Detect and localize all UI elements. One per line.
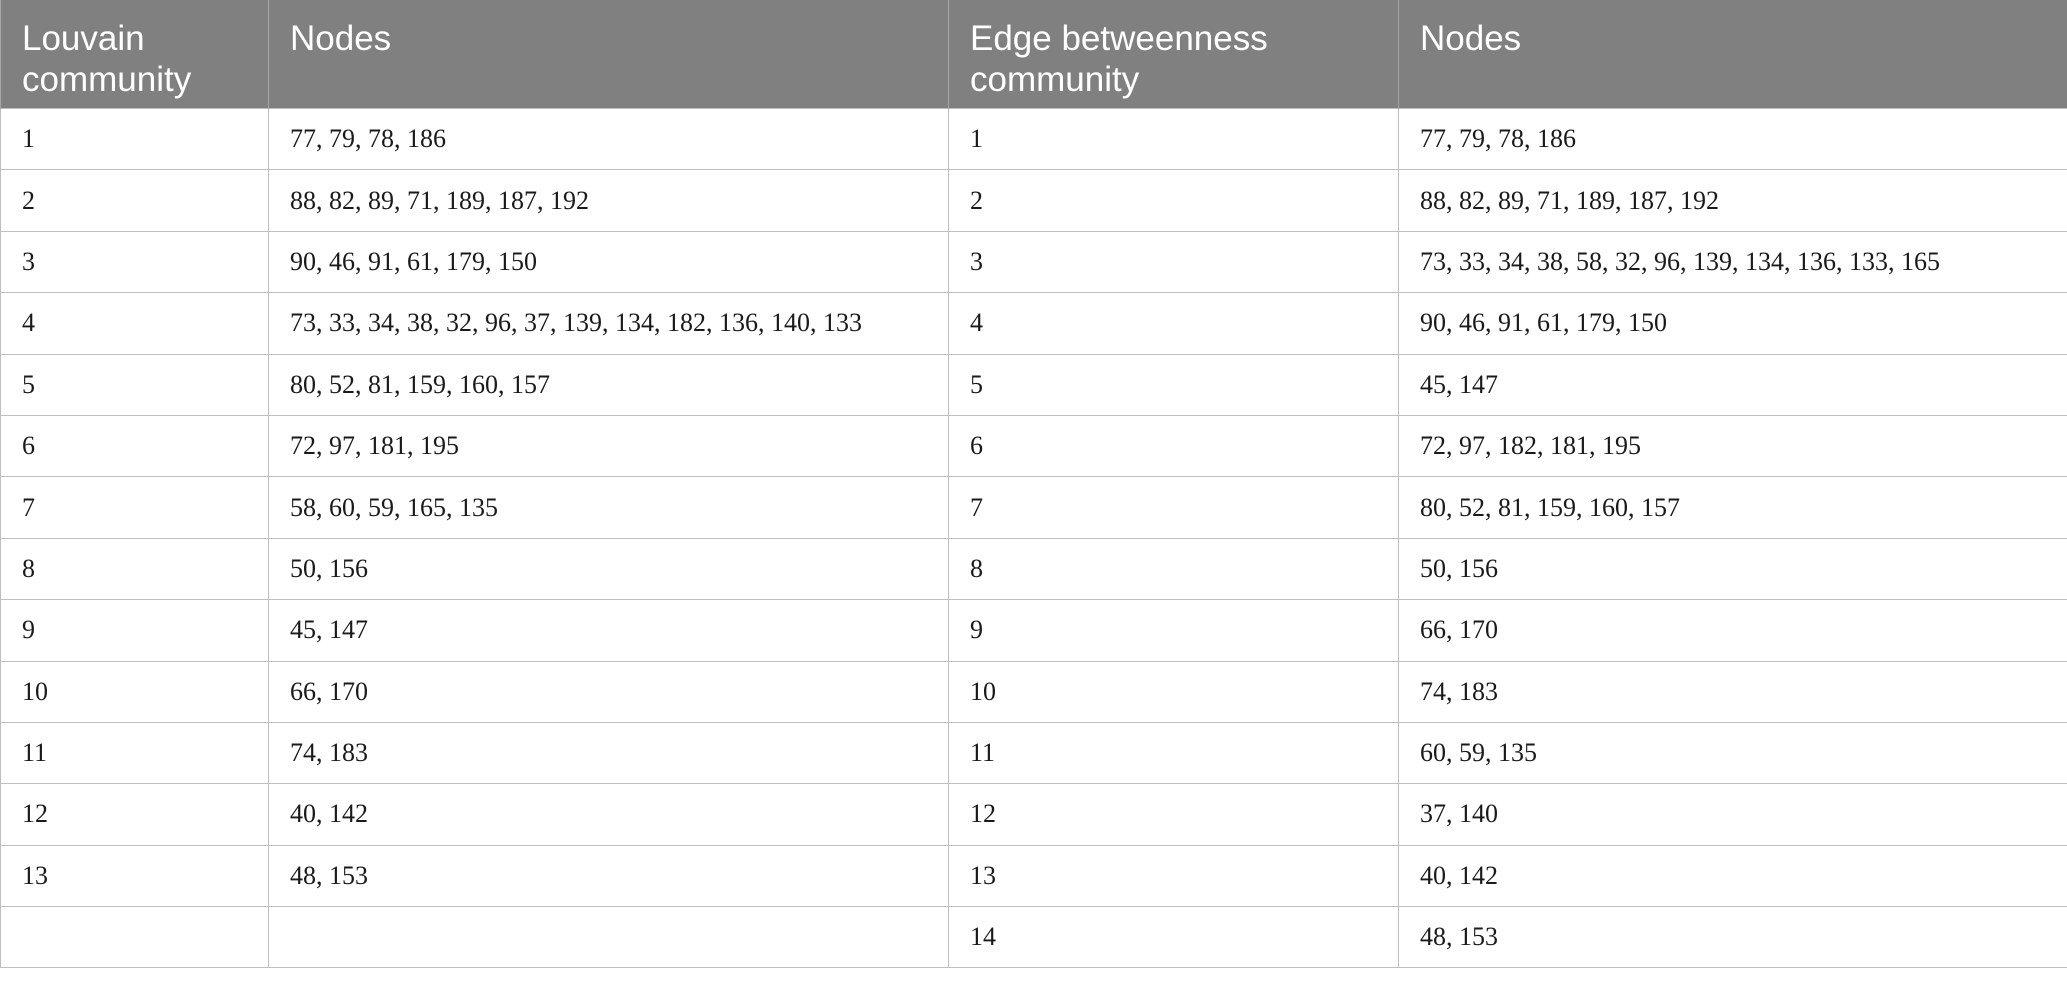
table-row: 8 50, 156 8 50, 156 <box>0 537 2067 601</box>
edge-betweenness-community-cell: 3 <box>948 230 1399 294</box>
louvain-nodes-cell: 88, 82, 89, 71, 189, 187, 192 <box>268 169 949 232</box>
louvain-community-cell: 4 <box>0 292 269 355</box>
louvain-community-cell: 5 <box>0 353 269 416</box>
louvain-community-cell: 8 <box>0 537 269 601</box>
louvain-nodes-cell <box>268 906 949 969</box>
louvain-nodes-cell: 45, 147 <box>268 599 949 662</box>
edge-betweenness-community-cell: 2 <box>948 169 1399 232</box>
edge-betweenness-nodes-cell: 37, 140 <box>1398 783 2067 846</box>
louvain-community-cell: 11 <box>0 721 269 785</box>
louvain-community-cell: 10 <box>0 660 269 723</box>
louvain-nodes-cell: 90, 46, 91, 61, 179, 150 <box>268 230 949 294</box>
table-row: 11 74, 183 11 60, 59, 135 <box>0 721 2067 785</box>
louvain-nodes-cell: 50, 156 <box>268 537 949 601</box>
header-edge-betweenness-nodes: Nodes <box>1398 0 2067 109</box>
louvain-community-cell: 1 <box>0 107 269 171</box>
louvain-community-cell: 6 <box>0 414 269 478</box>
louvain-nodes-cell: 48, 153 <box>268 844 949 908</box>
edge-betweenness-community-cell: 4 <box>948 292 1399 355</box>
table-row: 5 80, 52, 81, 159, 160, 157 5 45, 147 <box>0 353 2067 416</box>
edge-betweenness-community-cell: 9 <box>948 599 1399 662</box>
louvain-nodes-cell: 74, 183 <box>268 721 949 785</box>
louvain-community-cell: 12 <box>0 783 269 846</box>
louvain-nodes-cell: 73, 33, 34, 38, 32, 96, 37, 139, 134, 18… <box>268 292 949 355</box>
header-edge-betweenness-community: Edge betweenness community <box>948 0 1399 109</box>
edge-betweenness-community-cell: 12 <box>948 783 1399 846</box>
header-louvain-community: Louvain community <box>0 0 269 109</box>
louvain-community-cell: 13 <box>0 844 269 908</box>
edge-betweenness-nodes-cell: 77, 79, 78, 186 <box>1398 107 2067 171</box>
edge-betweenness-nodes-cell: 50, 156 <box>1398 537 2067 601</box>
edge-betweenness-community-cell: 13 <box>948 844 1399 908</box>
edge-betweenness-community-cell: 10 <box>948 660 1399 723</box>
louvain-community-cell: 3 <box>0 230 269 294</box>
community-table-container: Louvain community Nodes Edge betweenness… <box>0 0 2067 969</box>
table-body: 1 77, 79, 78, 186 1 77, 79, 78, 186 2 88, 82,… <box>0 107 2067 969</box>
table-row: 3 90, 46, 91, 61, 179, 150 3 73, 33, 34, 38… <box>0 230 2067 294</box>
louvain-nodes-cell: 66, 170 <box>268 660 949 723</box>
louvain-nodes-cell: 77, 79, 78, 186 <box>268 107 949 171</box>
table-header: Louvain community Nodes Edge betweenness… <box>0 0 2067 109</box>
louvain-community-cell: 7 <box>0 476 269 539</box>
edge-betweenness-nodes-cell: 60, 59, 135 <box>1398 721 2067 785</box>
table-row: 4 73, 33, 34, 38, 32, 96, 37, 139, 134, 1… <box>0 292 2067 355</box>
edge-betweenness-nodes-cell: 80, 52, 81, 159, 160, 157 <box>1398 476 2067 539</box>
edge-betweenness-nodes-cell: 74, 183 <box>1398 660 2067 723</box>
table-row: 13 48, 153 13 40, 142 <box>0 844 2067 908</box>
louvain-community-cell: 2 <box>0 169 269 232</box>
table-row: 14 48, 153 <box>0 906 2067 969</box>
edge-betweenness-nodes-cell: 90, 46, 91, 61, 179, 150 <box>1398 292 2067 355</box>
louvain-nodes-cell: 72, 97, 181, 195 <box>268 414 949 478</box>
edge-betweenness-nodes-cell: 72, 97, 182, 181, 195 <box>1398 414 2067 478</box>
edge-betweenness-nodes-cell: 45, 147 <box>1398 353 2067 416</box>
table-row: 1 77, 79, 78, 186 1 77, 79, 78, 186 <box>0 107 2067 171</box>
louvain-community-cell: 9 <box>0 599 269 662</box>
louvain-nodes-cell: 80, 52, 81, 159, 160, 157 <box>268 353 949 416</box>
louvain-community-cell <box>0 906 269 969</box>
louvain-nodes-cell: 40, 142 <box>268 783 949 846</box>
edge-betweenness-community-cell: 5 <box>948 353 1399 416</box>
community-comparison-table: Louvain community Nodes Edge betweenness… <box>0 0 2067 969</box>
edge-betweenness-community-cell: 1 <box>948 107 1399 171</box>
edge-betweenness-community-cell: 14 <box>948 906 1399 969</box>
table-row: 12 40, 142 12 37, 140 <box>0 783 2067 846</box>
edge-betweenness-community-cell: 7 <box>948 476 1399 539</box>
header-row: Louvain community Nodes Edge betweenness… <box>0 0 2067 109</box>
table-row: 7 58, 60, 59, 165, 135 7 80, 52, 81, 159, 1… <box>0 476 2067 539</box>
edge-betweenness-community-cell: 11 <box>948 721 1399 785</box>
edge-betweenness-nodes-cell: 73, 33, 34, 38, 58, 32, 96, 139, 134, 13… <box>1398 230 2067 294</box>
table-row: 10 66, 170 10 74, 183 <box>0 660 2067 723</box>
edge-betweenness-community-cell: 8 <box>948 537 1399 601</box>
edge-betweenness-community-cell: 6 <box>948 414 1399 478</box>
edge-betweenness-nodes-cell: 88, 82, 89, 71, 189, 187, 192 <box>1398 169 2067 232</box>
edge-betweenness-nodes-cell: 40, 142 <box>1398 844 2067 908</box>
table-row: 2 88, 82, 89, 71, 189, 187, 192 2 88, 82, 8… <box>0 169 2067 232</box>
header-louvain-nodes: Nodes <box>268 0 949 109</box>
edge-betweenness-nodes-cell: 66, 170 <box>1398 599 2067 662</box>
table-row: 9 45, 147 9 66, 170 <box>0 599 2067 662</box>
louvain-nodes-cell: 58, 60, 59, 165, 135 <box>268 476 949 539</box>
table-row: 6 72, 97, 181, 195 6 72, 97, 182, 181, 195 <box>0 414 2067 478</box>
edge-betweenness-nodes-cell: 48, 153 <box>1398 906 2067 969</box>
